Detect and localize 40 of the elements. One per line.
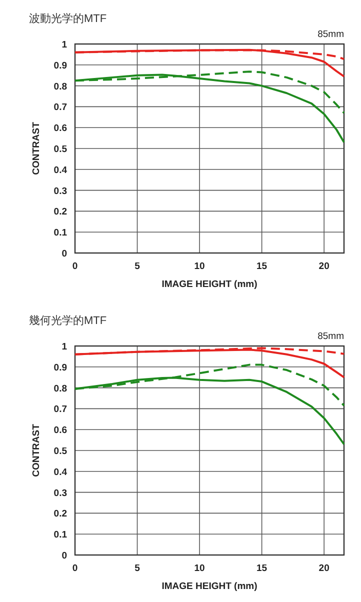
- y-tick-label: 0.1: [54, 530, 68, 541]
- y-tick-label: 0.8: [54, 383, 67, 394]
- x-tick-label: 20: [318, 563, 330, 574]
- y-tick-label: 0.9: [54, 362, 67, 374]
- x-axis-title: IMAGE HEIGHT (mm): [162, 581, 258, 592]
- x-tick-label: 15: [256, 563, 268, 574]
- y-axis-title: CONTRAST: [31, 424, 42, 477]
- text: 85mm: [318, 331, 344, 342]
- y-tick-label: 0.5: [54, 446, 68, 457]
- y-tick-label: 0: [62, 248, 67, 260]
- y-tick-label: 0.4: [54, 466, 68, 478]
- y-tick-label: 0.6: [54, 123, 67, 134]
- x-tick-label: 0: [72, 563, 78, 574]
- x-tick-label: 15: [256, 261, 268, 272]
- y-tick-label: 0.9: [54, 60, 67, 72]
- y-tick-label: 0.3: [54, 186, 67, 197]
- y-tick-label: 0: [62, 550, 67, 562]
- y-tick-label: 0.5: [54, 144, 68, 155]
- x-tick-label: 5: [134, 563, 141, 574]
- y-tick-label: 0.7: [54, 102, 67, 114]
- y-tick-label: 0.2: [54, 508, 67, 520]
- y-tick-label: 0.7: [54, 404, 67, 416]
- y-tick-label: 0.4: [54, 164, 68, 176]
- chart-title: 波動光学的MTF: [29, 12, 107, 25]
- text: 85mm: [318, 29, 344, 40]
- x-tick-label: 10: [194, 261, 205, 272]
- y-axis-title: CONTRAST: [31, 122, 42, 175]
- x-axis-title: IMAGE HEIGHT (mm): [162, 279, 258, 290]
- x-tick-label: 20: [318, 261, 330, 272]
- y-tick-label: 0.3: [54, 488, 67, 499]
- x-tick-label: 5: [134, 261, 141, 272]
- y-tick-label: 0.1: [54, 228, 68, 239]
- y-tick-label: 0.6: [54, 425, 67, 436]
- x-tick-label: 0: [72, 261, 78, 272]
- y-tick-label: 0.8: [54, 81, 67, 92]
- chart-title: 幾何光学的MTF: [29, 314, 107, 327]
- y-tick-label: 1: [62, 40, 68, 50]
- y-tick-label: 0.2: [54, 206, 67, 218]
- y-tick-label: 1: [62, 342, 68, 352]
- x-tick-label: 10: [194, 563, 205, 574]
